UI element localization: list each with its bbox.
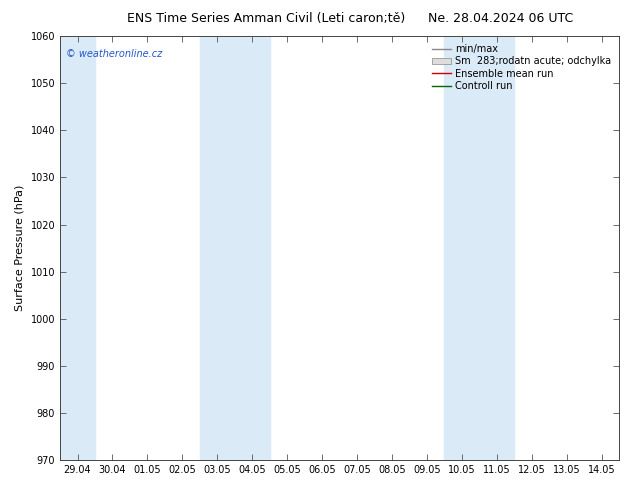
Text: Ne. 28.04.2024 06 UTC: Ne. 28.04.2024 06 UTC [428, 12, 574, 25]
Bar [200, 36, 269, 460]
Bar [60, 36, 95, 460]
Text: ENS Time Series Amman Civil (Leti caron;tě): ENS Time Series Amman Civil (Leti caron;… [127, 12, 405, 25]
Y-axis label: Surface Pressure (hPa): Surface Pressure (hPa) [15, 185, 25, 311]
Legend: min/max, Sm  283;rodatn acute; odchylka, Ensemble mean run, Controll run: min/max, Sm 283;rodatn acute; odchylka, … [429, 41, 614, 94]
Text: © weatheronline.cz: © weatheronline.cz [66, 49, 162, 59]
Bar [444, 36, 514, 460]
